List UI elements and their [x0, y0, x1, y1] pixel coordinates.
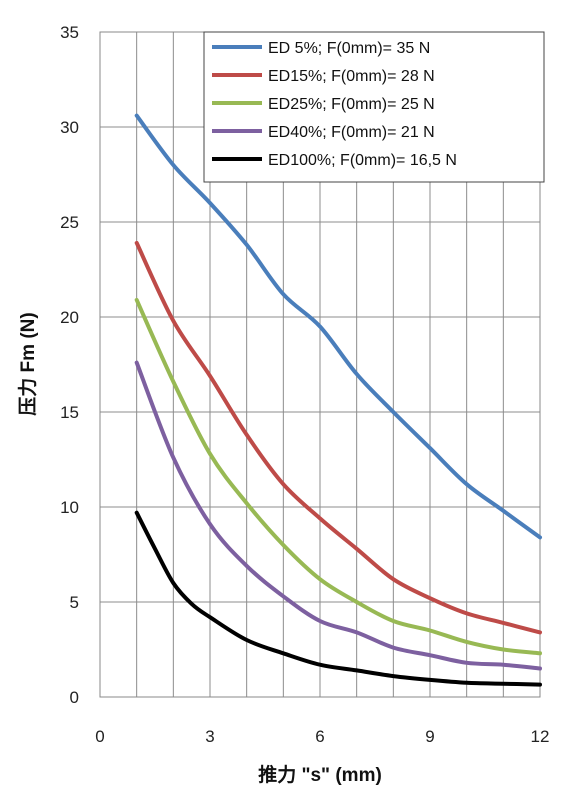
y-tick-label: 30	[60, 118, 79, 137]
series-ed100-line	[134, 510, 542, 687]
legend-label: ED40%; F(0mm)= 21 N	[268, 124, 435, 141]
x-axis-ticks: 0 3 6 9 12	[95, 727, 549, 746]
y-tick-label: 15	[60, 403, 79, 422]
y-axis-title: 压力 Fm (N)	[16, 312, 39, 415]
x-axis-title: 推力 "s" (mm)	[258, 763, 382, 786]
legend: ED 5%; F(0mm)= 35 N ED15%; F(0mm)= 28 N ED…	[203, 31, 545, 183]
legend-label: ED25%; F(0mm)= 25 N	[268, 96, 435, 113]
y-tick-label: 20	[60, 308, 79, 327]
legend-label: ED100%; F(0mm)= 16,5 N	[268, 152, 457, 169]
series-lines	[134, 113, 542, 687]
x-tick-label: 9	[425, 727, 434, 746]
x-tick-label: 6	[315, 727, 324, 746]
legend-label: ED15%; F(0mm)= 28 N	[268, 68, 435, 85]
y-tick-label: 5	[70, 593, 79, 612]
legend-label: ED 5%; F(0mm)= 35 N	[268, 40, 430, 57]
y-tick-label: 35	[60, 23, 79, 42]
series-ed40-line	[134, 360, 542, 671]
y-tick-label: 10	[60, 498, 79, 517]
series-ed15-line	[134, 240, 542, 635]
x-tick-label: 12	[531, 727, 550, 746]
x-tick-label: 0	[95, 727, 104, 746]
x-tick-label: 3	[205, 727, 214, 746]
series-ed25-line	[134, 297, 542, 656]
y-tick-label: 0	[70, 688, 79, 707]
y-axis-ticks: 0 5 10 15 20 25 30 35	[60, 23, 79, 707]
series-ed5-line	[134, 113, 542, 540]
y-tick-label: 25	[60, 213, 79, 232]
